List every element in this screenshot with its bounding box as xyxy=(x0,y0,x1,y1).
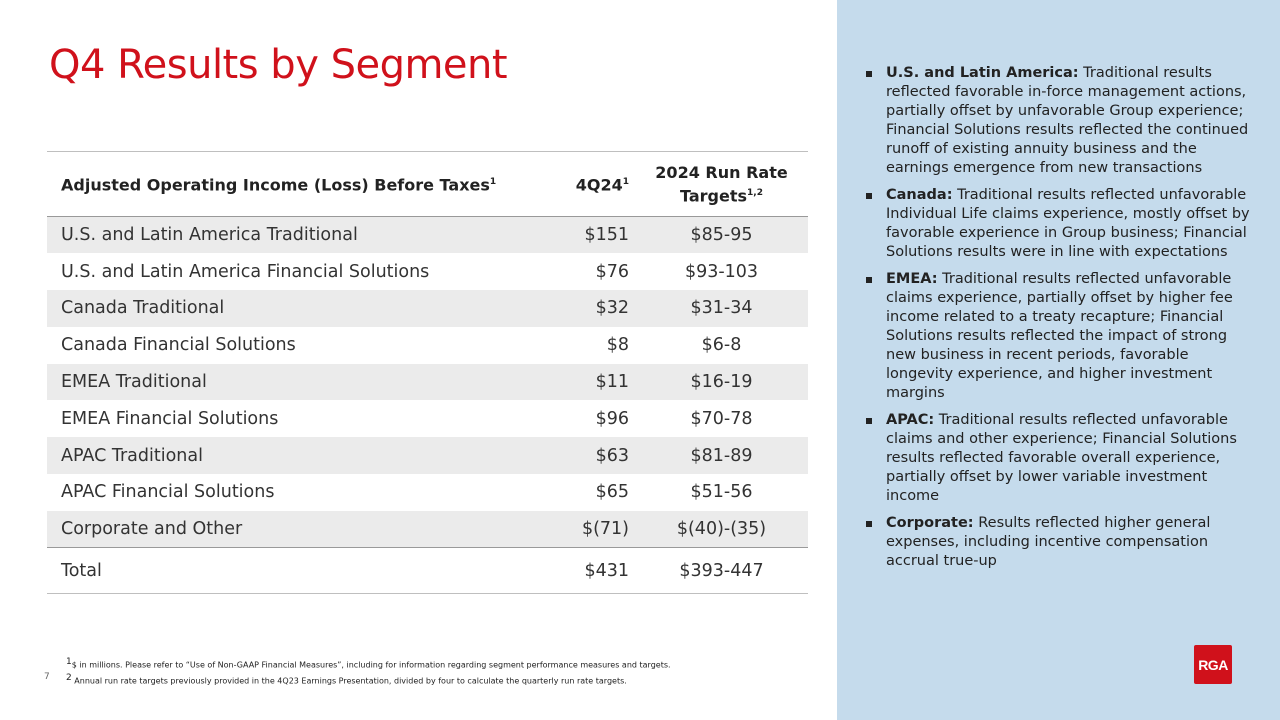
segment-cell: EMEA Financial Solutions xyxy=(61,408,279,429)
page-number: 7 xyxy=(44,672,50,682)
table-header-row: Adjusted Operating Income (Loss) Before … xyxy=(47,151,808,217)
total-label: Total xyxy=(47,547,547,595)
commentary-item: EMEA: Traditional results reflected unfa… xyxy=(866,270,1258,403)
commentary-list: U.S. and Latin America: Traditional resu… xyxy=(866,64,1258,579)
quarter-value: $151 xyxy=(584,225,629,246)
commentary-item: U.S. and Latin America: Traditional resu… xyxy=(866,64,1258,178)
quarter-value: $63 xyxy=(595,445,629,466)
segment-cell: EMEA Traditional xyxy=(61,372,207,393)
total-quarter-value: $431 xyxy=(547,547,635,595)
target-value: $93-103 xyxy=(684,261,759,282)
table-row: EMEA Traditional $11 $16-19 xyxy=(47,363,808,401)
square-bullet-icon xyxy=(866,418,872,424)
table-row: Corporate and Other $(71) $(40)-(35) xyxy=(47,510,808,548)
logo-text: RGA xyxy=(1198,657,1228,673)
segment-cell: Canada Traditional xyxy=(61,298,225,319)
footnote-ref: 1 xyxy=(622,177,629,188)
quarter-value: $65 xyxy=(595,482,629,503)
square-bullet-icon xyxy=(866,521,872,527)
table-row: APAC Traditional $63 $81-89 xyxy=(47,437,808,475)
quarter-value: $76 xyxy=(595,261,629,282)
target-value: $31-34 xyxy=(690,298,753,319)
square-bullet-icon xyxy=(866,71,872,77)
footnote-ref: 1 xyxy=(489,177,497,188)
table-row: APAC Financial Solutions $65 $51-56 xyxy=(47,474,808,511)
table-row: U.S. and Latin America Traditional $151 … xyxy=(47,216,808,254)
footnote: 1$ in millions. Please refer to “Use of … xyxy=(66,657,671,670)
quarter-value: $(71) xyxy=(581,519,629,540)
target-value: $6-8 xyxy=(701,335,742,356)
footnote-ref: 1,2 xyxy=(747,187,763,198)
square-bullet-icon xyxy=(866,277,872,283)
segment-cell: APAC Traditional xyxy=(61,445,203,466)
header-quarter: 4Q241 xyxy=(547,151,635,217)
commentary-panel xyxy=(837,0,1280,720)
header-target: 2024 Run Rate Targets1,2 xyxy=(635,151,808,217)
quarter-value: $11 xyxy=(595,372,629,393)
segment-cell: U.S. and Latin America Traditional xyxy=(61,225,358,246)
total-target-value: $393-447 xyxy=(635,547,808,595)
table-row: EMEA Financial Solutions $96 $70-78 xyxy=(47,400,808,437)
table-row: U.S. and Latin America Financial Solutio… xyxy=(47,253,808,290)
quarter-value: $32 xyxy=(595,298,629,319)
target-value: $51-56 xyxy=(690,482,753,503)
table-row: Canada Traditional $32 $31-34 xyxy=(47,290,808,327)
target-value: $(40)-(35) xyxy=(676,519,767,540)
rga-logo-icon: RGA xyxy=(1198,657,1229,673)
footnote: 2 Annual run rate targets previously pro… xyxy=(66,672,627,686)
table-row: Canada Financial Solutions $8 $6-8 xyxy=(47,327,808,364)
segment-cell: U.S. and Latin America Financial Solutio… xyxy=(61,261,430,282)
footnotes: 1$ in millions. Please refer to “Use of … xyxy=(66,656,671,687)
commentary-item: APAC: Traditional results reflected unfa… xyxy=(866,411,1258,506)
total-row: Total $431 $393-447 xyxy=(47,547,808,595)
target-value: $70-78 xyxy=(690,408,753,429)
rga-logo: RGA xyxy=(1194,645,1232,684)
header-segment: Adjusted Operating Income (Loss) Before … xyxy=(47,151,547,217)
segment-cell: Canada Financial Solutions xyxy=(61,335,296,356)
quarter-value: $8 xyxy=(606,335,629,356)
target-value: $81-89 xyxy=(690,445,753,466)
segment-cell: Corporate and Other xyxy=(61,519,243,540)
target-value: $16-19 xyxy=(690,372,753,393)
square-bullet-icon xyxy=(866,193,872,199)
commentary-item: Canada: Traditional results reflected un… xyxy=(866,186,1258,262)
segment-cell: APAC Financial Solutions xyxy=(61,482,275,503)
segment-results-table: Adjusted Operating Income (Loss) Before … xyxy=(47,151,808,595)
commentary-item: Corporate: Results reflected higher gene… xyxy=(866,514,1258,571)
target-value: $85-95 xyxy=(690,225,753,246)
page-title: Q4 Results by Segment xyxy=(49,42,508,88)
quarter-value: $96 xyxy=(595,408,629,429)
